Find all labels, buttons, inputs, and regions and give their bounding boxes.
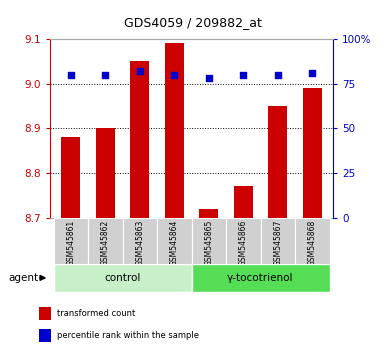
Bar: [88, 218, 122, 264]
Point: [206, 75, 212, 81]
Bar: [226, 218, 261, 264]
Text: transformed count: transformed count: [57, 309, 136, 318]
Bar: [192, 218, 226, 264]
Text: GSM545868: GSM545868: [308, 219, 317, 266]
Bar: [165, 44, 184, 218]
Point: [102, 72, 108, 78]
Text: GSM545864: GSM545864: [170, 219, 179, 266]
Point: [240, 72, 246, 78]
Bar: [234, 187, 253, 218]
Text: agent: agent: [8, 273, 38, 283]
Text: GSM545863: GSM545863: [135, 219, 144, 266]
Text: GSM545866: GSM545866: [239, 219, 248, 266]
Bar: [303, 88, 322, 218]
Bar: [261, 218, 295, 264]
Text: percentile rank within the sample: percentile rank within the sample: [57, 331, 199, 340]
Bar: [199, 209, 218, 218]
Bar: [157, 218, 192, 264]
Point: [137, 68, 143, 74]
Bar: [268, 106, 287, 218]
Text: γ-tocotrienol: γ-tocotrienol: [227, 273, 294, 283]
Point: [171, 72, 177, 78]
Bar: [61, 137, 80, 218]
Text: GSM545862: GSM545862: [101, 219, 110, 266]
Text: GSM545867: GSM545867: [273, 219, 282, 266]
Text: GSM545861: GSM545861: [66, 219, 75, 266]
Bar: [122, 218, 157, 264]
Text: control: control: [104, 273, 141, 283]
Bar: [96, 128, 115, 218]
Bar: [54, 264, 192, 292]
Text: GSM545865: GSM545865: [204, 219, 213, 266]
Text: GDS4059 / 209882_at: GDS4059 / 209882_at: [124, 16, 261, 29]
Point: [275, 72, 281, 78]
Bar: [54, 218, 88, 264]
Bar: [38, 329, 51, 342]
Bar: [192, 264, 330, 292]
Bar: [38, 307, 51, 320]
Point: [309, 70, 315, 76]
Bar: [295, 218, 330, 264]
Point: [68, 72, 74, 78]
Bar: [130, 61, 149, 218]
